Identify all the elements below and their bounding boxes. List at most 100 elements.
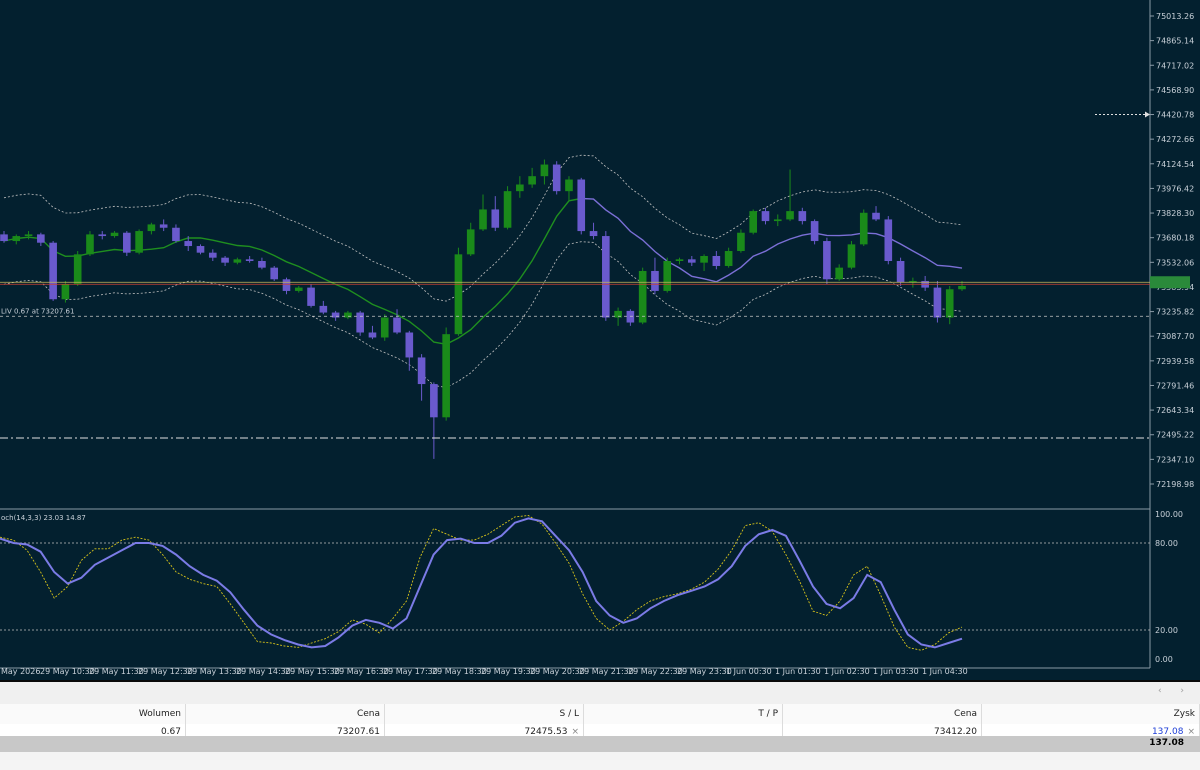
candle-body <box>626 310 635 323</box>
candle-body <box>233 259 242 263</box>
candle-body <box>49 242 57 300</box>
candle-body <box>884 219 893 261</box>
candle-body <box>577 179 586 232</box>
positions-table: Wolumen Cena S / L T / P Cena Zysk 0.67 … <box>0 704 1200 740</box>
time-label: 29 May 12:30 <box>138 667 193 676</box>
candle-body <box>503 191 512 228</box>
time-label: 1 Jun 03:30 <box>873 667 919 676</box>
candle-body <box>454 254 463 335</box>
trade-panel: ‹ › Wolumen Cena S / L T / P Cena Zysk 0… <box>0 680 1200 770</box>
price-chart[interactable]: 75013.26 74865.14 74717.02 74568.90 74420.78… <box>0 0 1200 680</box>
price-tick-label: 74717.02 <box>1156 61 1194 70</box>
total-profit-row: 137.08 <box>0 736 1200 752</box>
candle-body <box>344 312 352 318</box>
candle-body <box>737 232 745 252</box>
candle-body <box>945 289 954 318</box>
profit-value: 137.08 <box>1151 727 1184 737</box>
candle-body <box>823 241 831 280</box>
time-label: 29 May 11:30 <box>89 667 144 676</box>
col-volume[interactable]: Wolumen <box>0 704 186 724</box>
candle-body <box>430 384 438 418</box>
stoch-level-label: 80.00 <box>1155 539 1178 548</box>
candle-body <box>37 234 45 243</box>
time-label: 29 May 17:30 <box>383 667 438 676</box>
candle-body <box>147 224 156 232</box>
candle-body <box>614 310 622 318</box>
price-tick-label: 74865.14 <box>1156 37 1194 46</box>
chart-canvas[interactable]: 75013.26 74865.14 74717.02 74568.90 74420.78… <box>0 0 1200 680</box>
candle-body <box>368 332 377 338</box>
candle-body <box>479 209 487 230</box>
time-label: 1 Jun 01:30 <box>775 667 821 676</box>
col-price[interactable]: Cena <box>185 704 385 724</box>
candle-body <box>761 211 770 222</box>
candle-body <box>516 184 524 192</box>
moving-average-line <box>3 197 582 346</box>
time-label: 1 Jun 04:30 <box>922 667 968 676</box>
time-label: 1 Jun 02:30 <box>824 667 870 676</box>
candle-body <box>540 164 549 177</box>
stoch-level-label: 20.00 <box>1155 626 1178 635</box>
col-profit[interactable]: Zysk <box>981 704 1200 724</box>
candle-body <box>700 256 708 263</box>
time-label: 29 May 13:30 <box>187 667 242 676</box>
stoch-signal-line <box>0 515 963 651</box>
time-label: 29 May 18:30 <box>432 667 487 676</box>
candle-body <box>958 285 966 290</box>
time-label: 29 May 20:30 <box>530 667 585 676</box>
candle-body <box>786 211 794 220</box>
candle-body <box>773 219 782 222</box>
candle-body <box>602 236 610 318</box>
time-label: 29 May 21:30 <box>579 667 634 676</box>
candle-body <box>847 244 856 268</box>
col-tp[interactable]: T / P <box>583 704 783 724</box>
panel-toolbar: ‹ › <box>0 682 1200 704</box>
time-label: May 2026 <box>1 667 40 676</box>
time-label: 29 May 22:30 <box>628 667 683 676</box>
stoch-main-line <box>0 517 963 649</box>
candle-body <box>896 260 905 283</box>
candle-body <box>638 270 647 323</box>
total-profit: 137.08 <box>1149 738 1184 748</box>
candle-body <box>184 241 193 247</box>
candle-body <box>565 179 573 192</box>
price-tick-label: 72495.22 <box>1156 431 1194 440</box>
candle-body <box>909 280 917 283</box>
price-tick-label: 73235.82 <box>1156 308 1194 317</box>
close-position-icon[interactable]: × <box>1187 727 1195 737</box>
candle-body <box>331 312 340 318</box>
col-sl[interactable]: S / L <box>384 704 584 724</box>
candle-body <box>73 254 82 285</box>
price-tick-label: 73976.42 <box>1156 184 1194 193</box>
candle-body <box>798 211 807 222</box>
candle-body <box>712 256 721 266</box>
candle-body <box>491 209 500 228</box>
time-label: 1 Jun 00:30 <box>726 667 772 676</box>
candle-body <box>319 305 328 313</box>
candle-body <box>687 259 696 263</box>
candle-body <box>675 259 684 261</box>
candle-body <box>61 284 70 300</box>
price-tick-label: 74420.78 <box>1156 111 1194 120</box>
target-arrow-icon <box>1145 111 1150 118</box>
candle-body <box>123 232 131 253</box>
candle-body <box>859 212 868 245</box>
price-tick-label: 72643.34 <box>1156 406 1194 415</box>
candle-body <box>282 279 291 291</box>
candle-body <box>466 229 475 255</box>
remove-sl-icon[interactable]: × <box>571 727 579 737</box>
candle-body <box>294 287 303 291</box>
time-label: 29 May 19:30 <box>481 667 536 676</box>
price-tick-label: 75013.26 <box>1156 12 1194 21</box>
candle-body <box>98 234 107 237</box>
candle-body <box>356 312 364 333</box>
stoch-level-label: 100.00 <box>1155 510 1183 519</box>
candle-body <box>393 317 401 333</box>
candle-body <box>872 212 880 220</box>
time-label: 29 May 15:30 <box>285 667 340 676</box>
scroll-arrows-icon[interactable]: ‹ › <box>1157 686 1192 696</box>
col-current-price[interactable]: Cena <box>782 704 982 724</box>
candle-body <box>528 176 536 185</box>
candle-body <box>258 260 266 268</box>
candle-body <box>110 232 119 237</box>
